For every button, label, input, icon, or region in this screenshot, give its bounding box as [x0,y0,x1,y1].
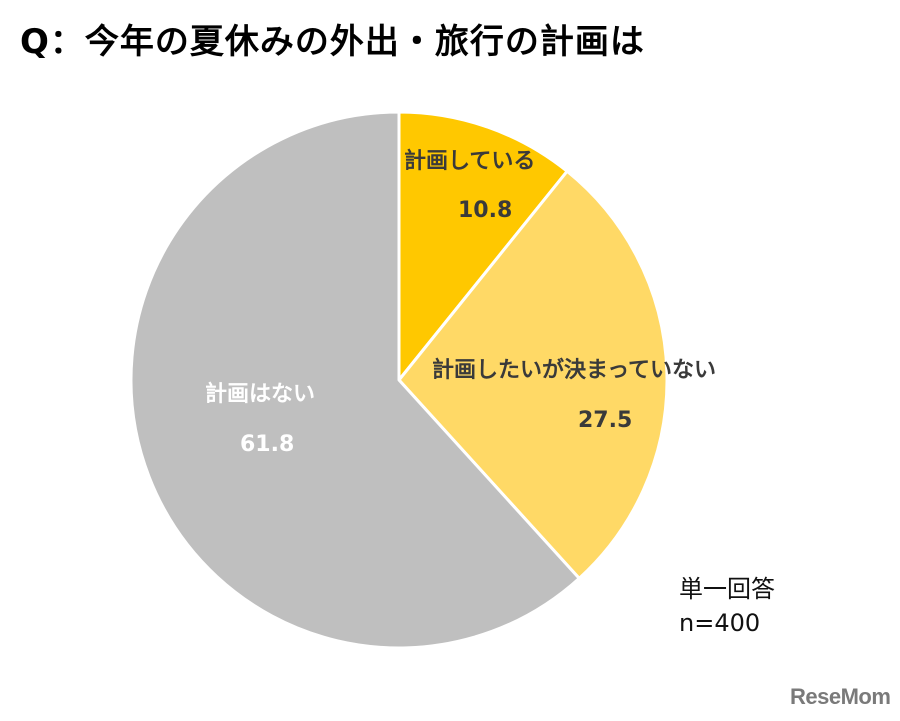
slice-value-undecided: 27.5 [578,408,633,433]
answer-type: 単一回答 [679,575,775,603]
sample-note: 単一回答 n=400 [679,572,775,640]
resemom-logo: ReseMom [790,684,891,709]
slice-value-planned: 10.8 [458,198,513,223]
slice-planned [397,110,569,382]
chart-title: Q：今年の夏休みの外出・旅行の計画は [20,22,645,62]
sample-size: n=400 [679,609,761,637]
slice-none [129,110,581,650]
slice-undecided [397,169,669,580]
slice-label-none: 計画はない [205,382,316,407]
slice-value-none: 61.8 [240,432,295,457]
slice-label-planned: 計画している [404,149,536,174]
slice-label-undecided: 計画したいが決まっていない [432,358,717,383]
